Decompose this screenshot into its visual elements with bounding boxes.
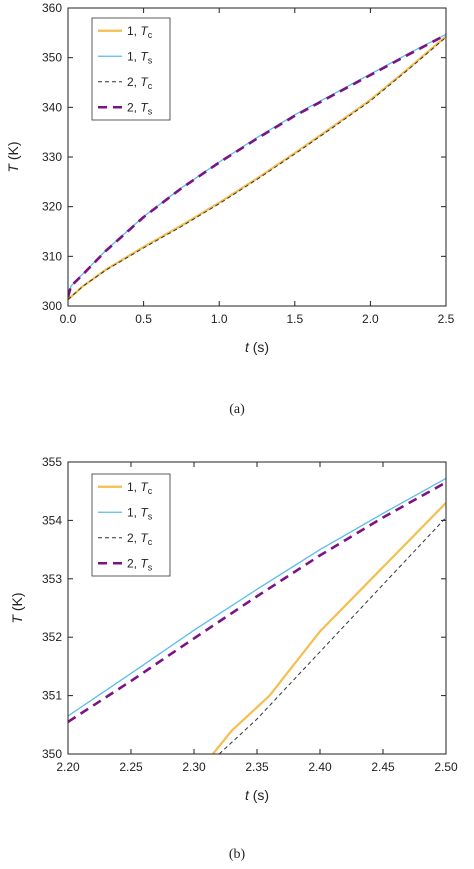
y-tick-label: 320 [42, 200, 62, 214]
legend-box [91, 17, 171, 121]
x-tick-label: 2.30 [182, 760, 206, 774]
legend-label-s1c: 1, Tc [127, 24, 153, 40]
legend-label-s2s: 2, Ts [127, 100, 153, 116]
chart-a: 0.0 0.5 1.0 1.5 2.0 2.5 300 310 320 330 340 350 360 t… [5, 1, 455, 355]
series-line-s2c [218, 517, 446, 754]
x-tick-label: 0.5 [135, 312, 152, 326]
x-tick-label: 0.0 [60, 312, 77, 326]
legend-box [91, 473, 171, 577]
x-tick-label: 2.35 [245, 760, 269, 774]
series-line-s1c [212, 502, 446, 754]
legend: 1, Tc 1, Ts 2, Tc 2, Ts [91, 473, 171, 577]
legend-label-s2c: 2, Tc [127, 75, 153, 91]
y-tick-label: 354 [42, 513, 62, 527]
y-tick-label: 310 [42, 249, 62, 263]
y-tick-label: 350 [42, 51, 62, 65]
series-line-s2c [68, 36, 446, 300]
series-group [68, 33, 446, 301]
y-tick-label: 350 [42, 747, 62, 761]
x-tick-label: 1.5 [286, 312, 303, 326]
series-line-s2s [68, 33, 446, 298]
legend: 1, Tc 1, Ts 2, Tc 2, Ts [91, 17, 171, 121]
y-tick-label: 352 [42, 630, 62, 644]
y-axis-label: T (K) [9, 592, 25, 623]
legend-label-s1c: 1, Tc [127, 480, 153, 496]
x-tick-label: 2.40 [308, 760, 332, 774]
series-line-s1s [68, 477, 446, 717]
series-line-s2s [68, 481, 446, 723]
y-tick-label: 360 [42, 1, 62, 15]
legend-label-s1s: 1, Ts [127, 49, 153, 65]
y-tick-label: 300 [42, 299, 62, 313]
x-axis-label: t (s) [245, 339, 269, 355]
y-tick-label: 340 [42, 100, 62, 114]
x-axis-label: t (s) [245, 787, 269, 803]
x-tick-label: 2.0 [362, 312, 379, 326]
caption-a: (a) [229, 402, 245, 417]
y-tick-label: 353 [42, 572, 62, 586]
x-tick-label: 2.5 [438, 312, 455, 326]
x-tick-label: 2.25 [119, 760, 143, 774]
x-tick-label: 1.0 [211, 312, 228, 326]
chart-b: 2.20 2.25 2.30 2.35 2.40 2.45 2.50 350 351 352 353… [9, 455, 458, 803]
legend-label-s2s: 2, Ts [127, 556, 153, 572]
legend-label-s1s: 1, Ts [127, 505, 153, 521]
series-group [68, 477, 446, 754]
y-tick-label: 355 [42, 455, 62, 469]
caption-b: (b) [228, 847, 246, 862]
x-tick-label: 2.45 [371, 760, 395, 774]
y-tick-label: 330 [42, 150, 62, 164]
x-tick-label: 2.20 [56, 760, 80, 774]
legend-label-s2c: 2, Tc [127, 531, 153, 547]
y-tick-label: 351 [42, 689, 62, 703]
y-axis-label: T (K) [5, 141, 21, 172]
x-tick-label: 2.50 [434, 760, 458, 774]
